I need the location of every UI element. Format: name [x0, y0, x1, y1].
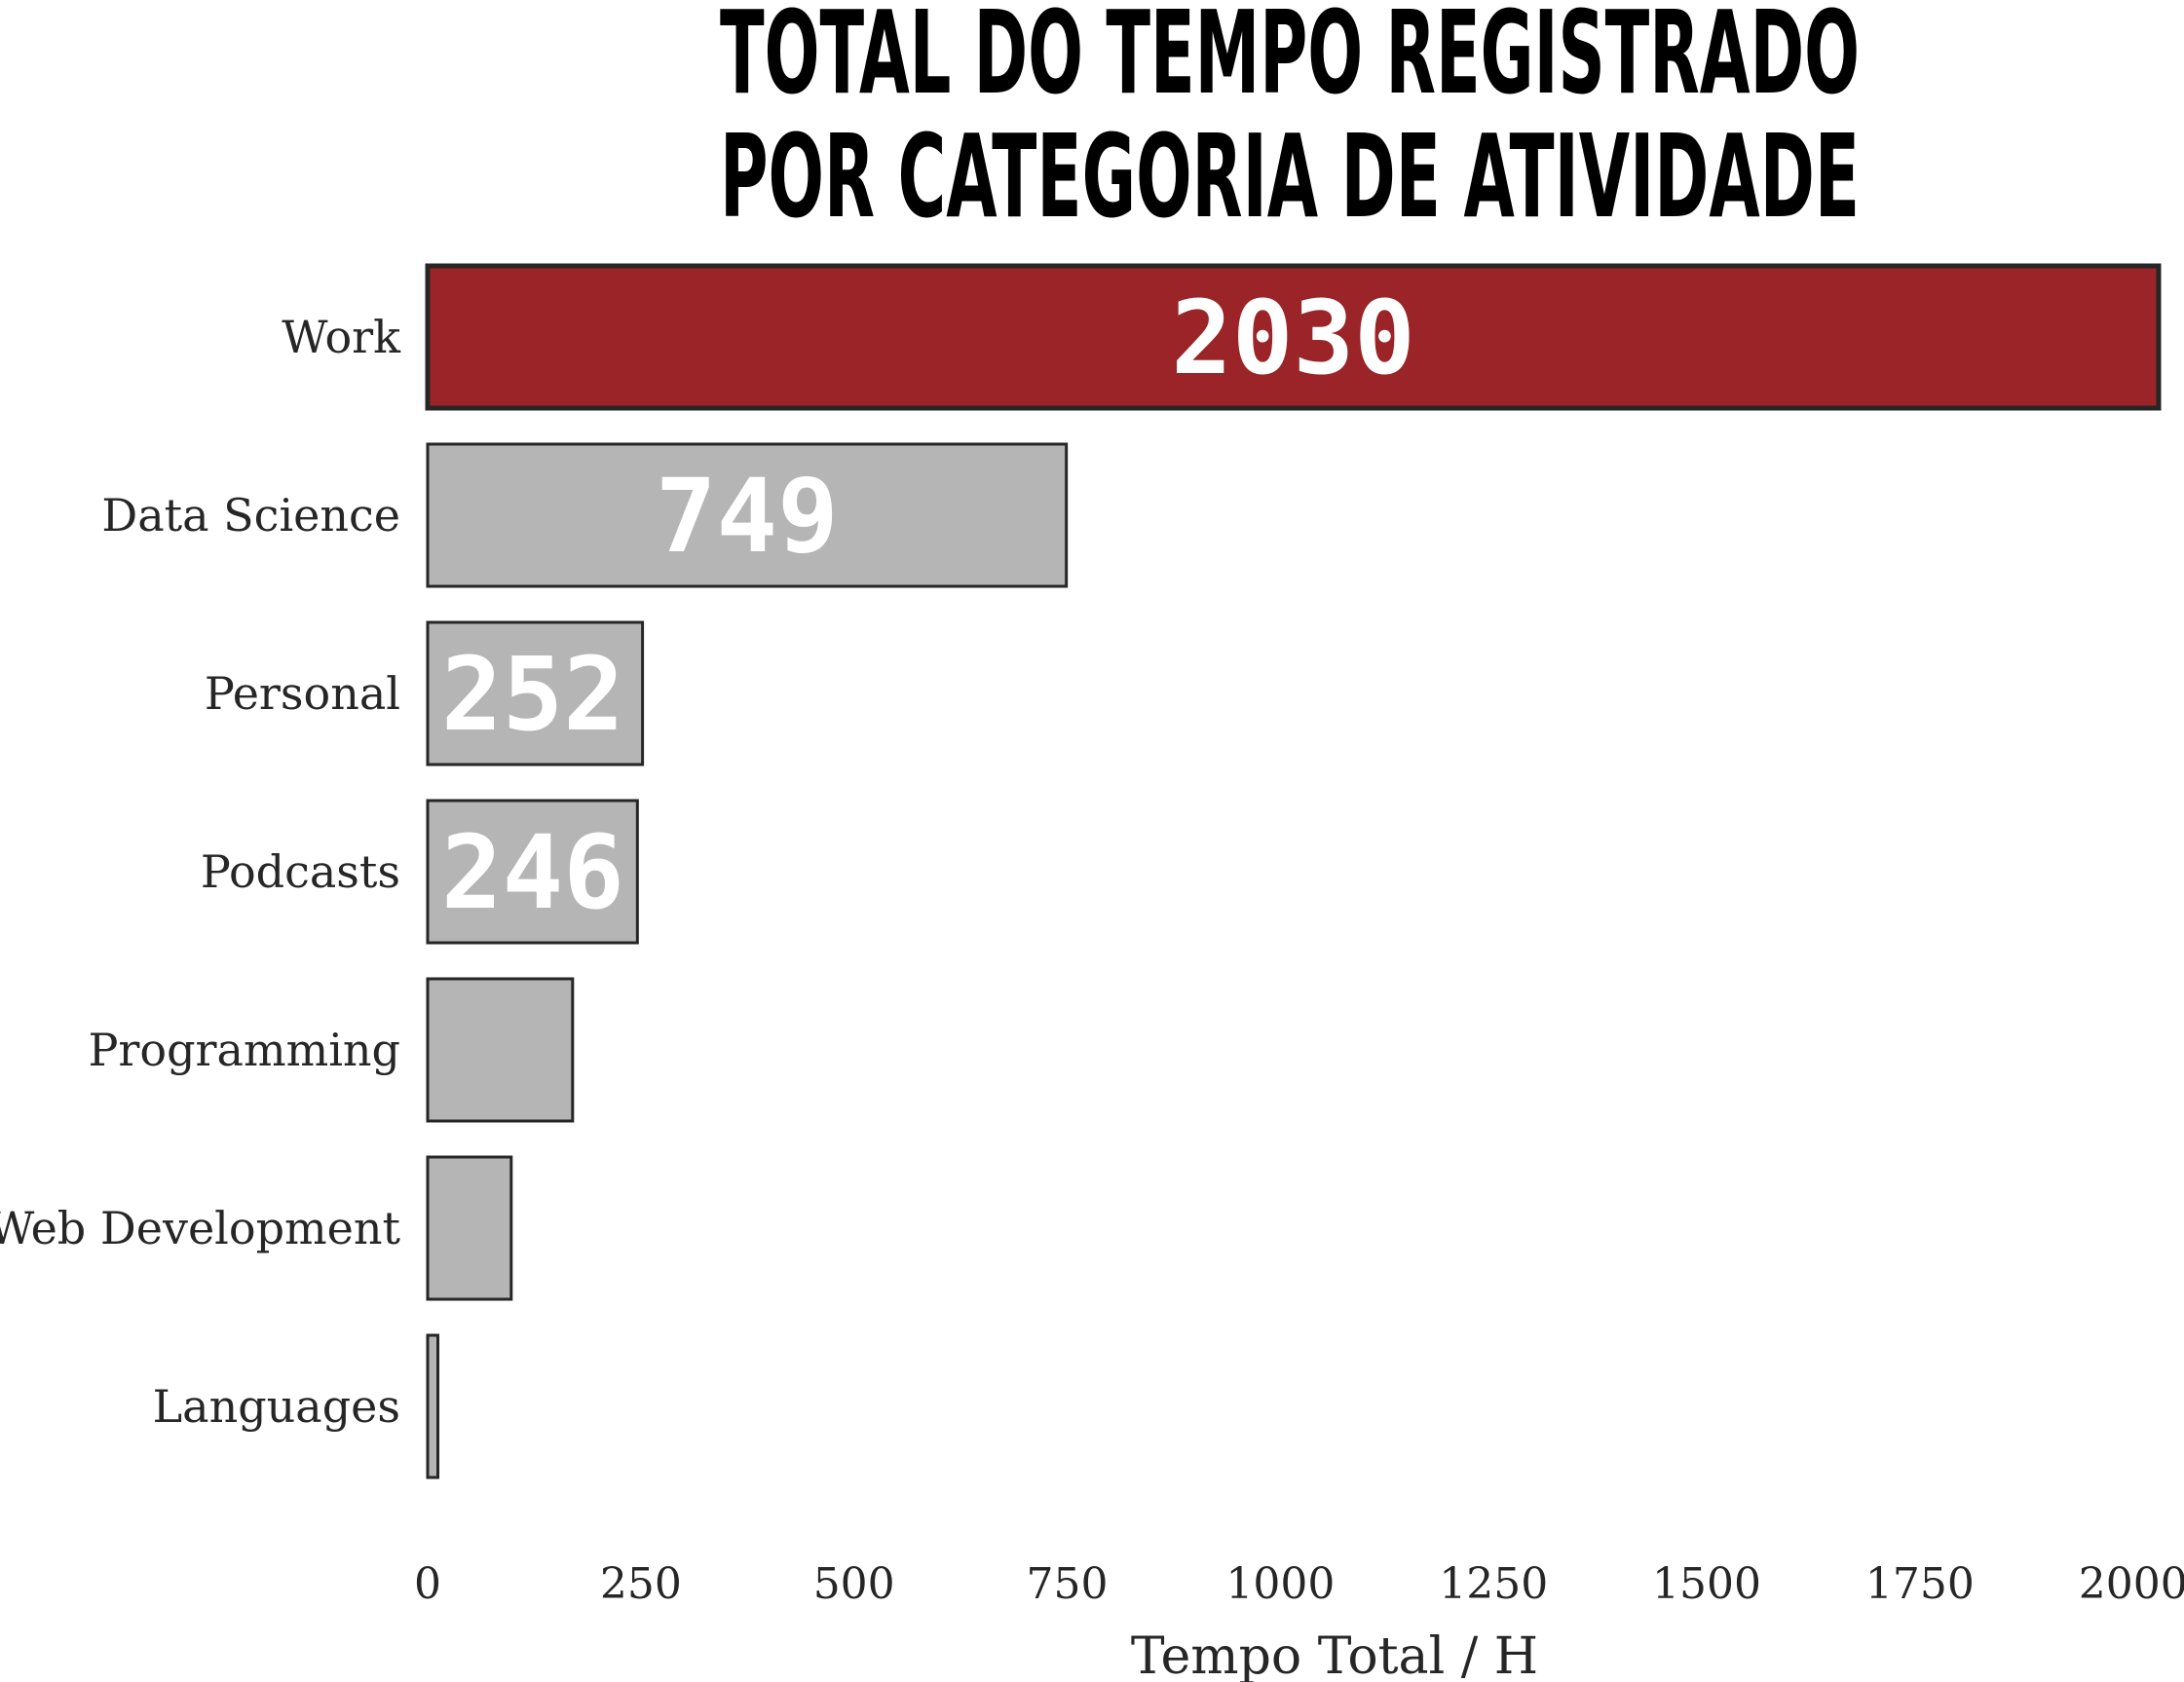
data-label: 2030	[1171, 279, 1414, 397]
chart-title-line-2: POR CATEGORIA DE ATIVIDADE	[720, 109, 1860, 243]
bar-data-science	[426, 442, 1069, 588]
bar-personal	[426, 620, 645, 766]
x-tick-label: 1500	[1652, 1559, 1761, 1609]
x-axis-label: Tempo Total / H	[1131, 1627, 1538, 1682]
x-tick-label: 250	[600, 1559, 682, 1609]
x-tick-label: 1750	[1865, 1559, 1975, 1609]
x-tick-label: 1250	[1439, 1559, 1548, 1609]
bars-group	[425, 263, 2162, 1479]
chart-title-line-1: TOTAL DO TEMPO REGISTRADO	[720, 0, 1860, 120]
y-tick-label: Languages	[153, 1380, 400, 1433]
bar-languages	[426, 1333, 440, 1479]
y-tick-label: Podcasts	[201, 845, 400, 898]
bar-web-development	[426, 1155, 513, 1301]
x-axis-ticks-group: 0 250 500 750 1000 1250 1500 1750 2000	[414, 1559, 2184, 1609]
y-tick-label: Work	[282, 311, 401, 363]
data-label: 749	[656, 457, 839, 576]
bar-programming	[426, 977, 575, 1123]
data-label: 252	[441, 635, 624, 754]
x-tick-label: 500	[813, 1559, 895, 1609]
x-tick-label: 2000	[2079, 1559, 2184, 1609]
y-tick-label: Data Science	[101, 489, 400, 542]
x-tick-label: 0	[414, 1559, 441, 1609]
bar-work	[425, 263, 2162, 411]
data-label: 246	[441, 813, 624, 932]
y-tick-label: Programming	[88, 1024, 400, 1076]
x-tick-label: 750	[1027, 1559, 1109, 1609]
category-labels-group: Work Data Science Personal Podcasts Programm…	[0, 311, 401, 1433]
bar-podcasts	[426, 799, 639, 945]
x-tick-label: 1000	[1225, 1559, 1335, 1609]
data-labels-group: 2030 749 252 246	[441, 279, 1415, 932]
y-tick-label: Personal	[205, 667, 400, 720]
y-tick-label: Web Development	[0, 1202, 401, 1254]
